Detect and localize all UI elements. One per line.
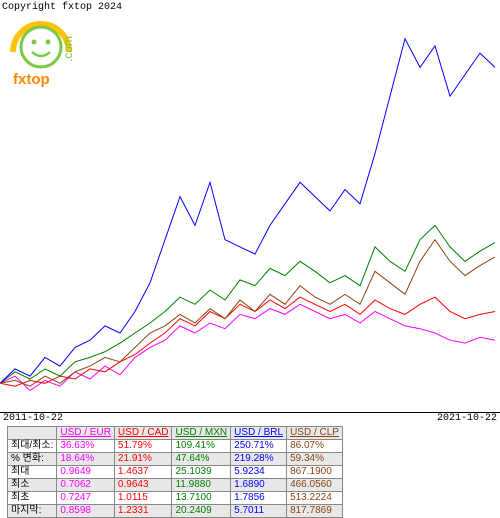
cell: 867.1900 (287, 466, 343, 479)
cell: 466.0560 (287, 479, 343, 492)
table-row: 최대0.96491.463725.10395.9234867.1900 (8, 466, 343, 479)
col-header[interactable]: USD / MXN (172, 427, 231, 440)
row-label: 최소 (8, 479, 57, 492)
row-label: 최대/최소: (8, 440, 57, 453)
cell: 51.79% (114, 440, 172, 453)
cell: 0.9643 (114, 479, 172, 492)
cell: 219.28% (231, 453, 287, 466)
cell: 1.0115 (114, 492, 172, 505)
stats-table: USD / EURUSD / CADUSD / MXNUSD / BRLUSD … (7, 426, 343, 518)
cell: 0.8598 (57, 505, 115, 518)
cell: 11.9880 (172, 479, 231, 492)
col-header[interactable]: USD / CLP (287, 427, 343, 440)
cell: 0.9649 (57, 466, 115, 479)
cell: 47.64% (172, 453, 231, 466)
row-label: 최초 (8, 492, 57, 505)
x-axis: 2011-10-22 2021-10-22 (0, 412, 500, 426)
col-header[interactable]: USD / BRL (231, 427, 287, 440)
line-chart (0, 10, 500, 412)
row-label: 최대 (8, 466, 57, 479)
cell: 250.71% (231, 440, 287, 453)
table-row: 마지막:0.85981.233120.24095.7011817.7869 (8, 505, 343, 518)
row-label: 마지막: (8, 505, 57, 518)
cell: 1.2331 (114, 505, 172, 518)
cell: 5.9234 (231, 466, 287, 479)
cell: 0.7062 (57, 479, 115, 492)
cell: 36.63% (57, 440, 115, 453)
col-header[interactable]: USD / CAD (114, 427, 172, 440)
cell: 817.7869 (287, 505, 343, 518)
cell: 18.64% (57, 453, 115, 466)
cell: 513.2224 (287, 492, 343, 505)
table-row: 최소0.70620.964311.98801.6890466.0560 (8, 479, 343, 492)
cell: 1.7856 (231, 492, 287, 505)
table-row: 최초0.72471.011513.71001.7856513.2224 (8, 492, 343, 505)
series-usd-brl (0, 39, 495, 384)
cell: 0.7247 (57, 492, 115, 505)
row-label: % 변화: (8, 453, 57, 466)
cell: 59.34% (287, 453, 343, 466)
x-tick-start: 2011-10-22 (3, 413, 63, 424)
cell: 20.2409 (172, 505, 231, 518)
cell: 86.07% (287, 440, 343, 453)
cell: 1.4637 (114, 466, 172, 479)
table-row: % 변화:18.64%21.91%47.64%219.28%59.34% (8, 453, 343, 466)
col-header[interactable]: USD / EUR (57, 427, 115, 440)
cell: 21.91% (114, 453, 172, 466)
x-tick-end: 2021-10-22 (437, 413, 497, 424)
series-usd-clp (0, 240, 495, 387)
header-empty (8, 427, 57, 440)
cell: 25.1039 (172, 466, 231, 479)
cell: 13.7100 (172, 492, 231, 505)
cell: 5.7011 (231, 505, 287, 518)
cell: 1.6890 (231, 479, 287, 492)
table-header-row: USD / EURUSD / CADUSD / MXNUSD / BRLUSD … (8, 427, 343, 440)
table-row: 최대/최소:36.63%51.79%109.41%250.71%86.07% (8, 440, 343, 453)
series-usd-eur (0, 304, 495, 390)
cell: 109.41% (172, 440, 231, 453)
